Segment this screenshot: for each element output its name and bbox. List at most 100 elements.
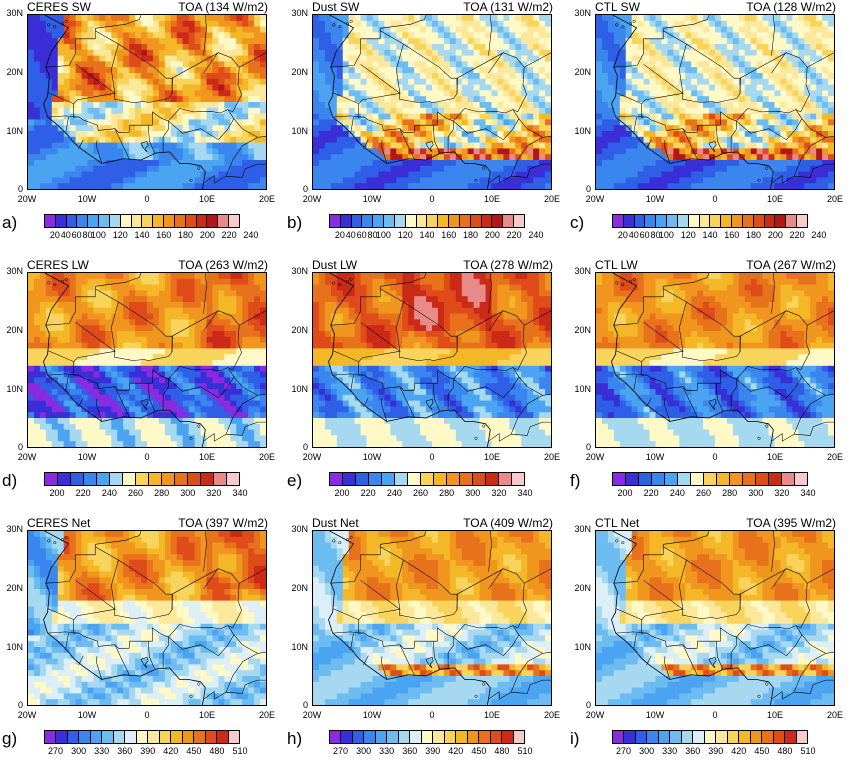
colorbar-swatch [330, 215, 341, 227]
heat-cell [691, 73, 697, 79]
heat-cell [804, 32, 810, 38]
heat-cell [509, 38, 515, 44]
heat-cell [474, 56, 480, 62]
heat-cell [408, 166, 414, 172]
heat-cell [105, 32, 111, 38]
heat-cell [325, 32, 331, 38]
heat-cell [408, 61, 414, 67]
heat-cell [337, 131, 343, 137]
heat-cell [207, 279, 213, 285]
heat-cell [602, 85, 608, 91]
heat-cell [480, 154, 486, 160]
heat-cell [503, 73, 509, 79]
heat-cell [230, 424, 236, 430]
heat-cell [331, 172, 337, 178]
heat-cell [242, 56, 248, 62]
heat-cell [147, 90, 153, 96]
heat-cell [46, 430, 52, 436]
heat-cell [361, 119, 367, 125]
heat-cell [260, 114, 266, 120]
heat-cell [420, 131, 426, 137]
heat-cell [171, 314, 177, 320]
heat-cell [679, 32, 685, 38]
heat-cell [46, 177, 52, 183]
heat-cell [212, 160, 218, 166]
heat-cell [76, 44, 82, 50]
heat-cell [474, 15, 480, 21]
heat-cell [319, 131, 325, 137]
heat-cell [343, 56, 349, 62]
heat-cell [58, 15, 64, 21]
heat-cell [135, 360, 141, 366]
heat-cell [40, 114, 46, 120]
heat-cell [384, 44, 390, 50]
heat-cell [497, 108, 503, 114]
heat-cell [64, 435, 70, 441]
heat-cell [76, 38, 82, 44]
heat-cell [207, 96, 213, 102]
colorbar-swatch [77, 215, 88, 227]
heat-cell [468, 177, 474, 183]
heat-cell [46, 296, 52, 302]
heat-cell [545, 137, 551, 143]
heat-cell [780, 85, 786, 91]
heat-cell [786, 137, 792, 143]
heat-cell [697, 125, 703, 131]
heat-cell [355, 96, 361, 102]
heat-cell [141, 114, 147, 120]
heat-cell [76, 441, 82, 447]
heat-cell [414, 96, 420, 102]
heat-cell [355, 15, 361, 21]
heat-cell [444, 125, 450, 131]
heat-cell [822, 143, 828, 149]
heat-cell [105, 50, 111, 56]
heat-cell [444, 131, 450, 137]
heat-cell [212, 148, 218, 154]
heat-cell [545, 102, 551, 108]
heat-cell [70, 44, 76, 50]
heat-cell [527, 56, 533, 62]
heat-cell [82, 308, 88, 314]
heat-cell [165, 395, 171, 401]
heat-cell [129, 15, 135, 21]
heat-cell [545, 73, 551, 79]
heat-cell [76, 50, 82, 56]
heat-cell [177, 119, 183, 125]
heat-cell [456, 27, 462, 33]
heat-cell [319, 183, 325, 189]
heat-cell [438, 85, 444, 91]
heat-cell [673, 15, 679, 21]
heat-cell [135, 406, 141, 412]
heat-cell [769, 96, 775, 102]
heat-cell [212, 290, 218, 296]
heat-cell [602, 137, 608, 143]
heat-cell [414, 137, 420, 143]
heat-cell [117, 273, 123, 279]
heat-cell [153, 331, 159, 337]
heat-cell [159, 290, 165, 296]
heat-cell [254, 177, 260, 183]
heat-cell [93, 108, 99, 114]
heat-cell [159, 73, 165, 79]
heat-cell [260, 15, 266, 21]
heat-cell [751, 125, 757, 131]
heat-cell [673, 172, 679, 178]
heat-cell [390, 119, 396, 125]
heat-cell [88, 15, 94, 21]
heat-cell [248, 377, 254, 383]
heat-cell [390, 172, 396, 178]
heat-cell [757, 67, 763, 73]
heat-cell [319, 154, 325, 160]
heat-cell [141, 119, 147, 125]
heat-cell [88, 143, 94, 149]
heat-cell [236, 143, 242, 149]
heat-cell [822, 119, 828, 125]
heat-cell [123, 79, 129, 85]
heat-cell [751, 148, 757, 154]
heat-cell [786, 119, 792, 125]
heat-cell [679, 172, 685, 178]
heat-cell [111, 108, 117, 114]
heat-cell [509, 96, 515, 102]
heat-cell [780, 154, 786, 160]
heat-cell [533, 85, 539, 91]
